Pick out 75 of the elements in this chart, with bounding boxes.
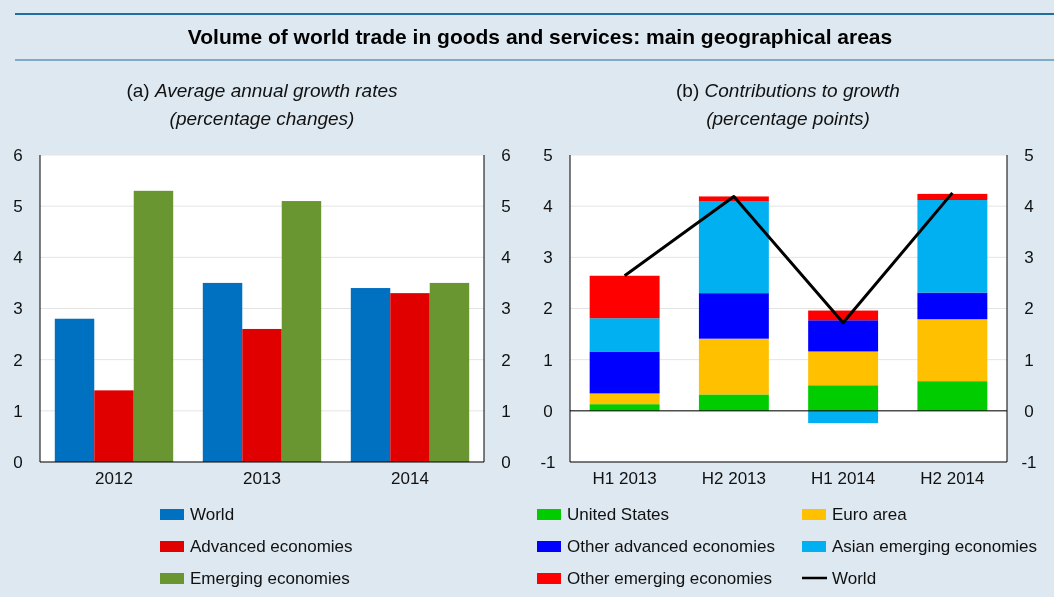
x-tick-label: H1 2013 xyxy=(592,469,657,488)
bar xyxy=(808,385,879,411)
bar xyxy=(917,292,988,320)
x-tick-label: H2 2013 xyxy=(701,469,767,488)
bar xyxy=(429,282,470,462)
chart-subtitle: (b) Contributions to growth (percentage points) xyxy=(676,80,900,129)
bar xyxy=(589,318,660,352)
line-series xyxy=(623,191,954,325)
bar xyxy=(54,318,95,462)
bar xyxy=(202,282,243,462)
y-tick-label: 2 xyxy=(13,350,23,370)
bar xyxy=(808,351,879,386)
y-tick-label: 5 xyxy=(543,145,553,165)
bar xyxy=(589,351,660,394)
legend-label: Asian emerging economies xyxy=(832,536,1038,556)
y2-tick-label: 5 xyxy=(501,197,511,217)
bar xyxy=(133,190,174,462)
x-tick-label: 2014 xyxy=(391,469,429,488)
legend-label: World xyxy=(190,504,235,524)
y-tick-label: 0 xyxy=(543,401,553,421)
y-tick-label: 4 xyxy=(543,197,553,217)
chart-subtitle: (a) Average annual growth rates (percentage changes) xyxy=(126,80,399,129)
legend-label: Euro area xyxy=(832,504,908,524)
y-tick-label: 3 xyxy=(543,248,553,268)
y-tick-label: -1 xyxy=(540,452,556,472)
bar xyxy=(698,394,769,411)
x-tick-label: 2013 xyxy=(243,469,281,488)
bar xyxy=(589,404,660,411)
y-tick-label: 4 xyxy=(13,248,23,268)
legend-label: Other emerging economies xyxy=(567,568,773,588)
legend-label: Other advanced economies xyxy=(567,536,775,556)
bar xyxy=(808,320,879,352)
y2-tick-label: 1 xyxy=(501,401,511,421)
bar xyxy=(917,381,988,411)
y2-tick-label: 6 xyxy=(501,145,511,165)
x-tick-label: H2 2014 xyxy=(920,469,985,488)
bar xyxy=(281,201,322,462)
y2-tick-label: 1 xyxy=(1024,350,1034,370)
bar xyxy=(589,393,660,405)
y-tick-label: 1 xyxy=(13,401,23,421)
y2-tick-label: 5 xyxy=(1024,145,1034,165)
y-tick-label: 3 xyxy=(13,299,23,319)
bar xyxy=(350,288,391,462)
y2-tick-label: 3 xyxy=(501,299,511,319)
text: Volume of world trade in goods and services: main geographical areas xyxy=(187,25,893,48)
y2-tick-label: 2 xyxy=(1024,299,1034,319)
legend-label: United States xyxy=(567,504,670,524)
y2-tick-label: 0 xyxy=(501,452,511,472)
bar xyxy=(917,319,988,382)
y2-tick-label: 4 xyxy=(501,248,511,268)
legend-label: World xyxy=(832,568,877,588)
x-tick-label: H1 2014 xyxy=(810,469,876,488)
legend-label: Advanced economies xyxy=(190,536,353,556)
bar xyxy=(917,193,988,201)
bar xyxy=(917,200,988,293)
y-tick-label: 2 xyxy=(543,299,553,319)
y-tick-label: 0 xyxy=(13,452,23,472)
x-tick-label: 2012 xyxy=(95,469,133,488)
y-tick-label: 5 xyxy=(13,197,23,217)
bar xyxy=(808,410,879,424)
y2-tick-label: 4 xyxy=(1024,197,1034,217)
y2-tick-label: -1 xyxy=(1021,452,1037,472)
legend-label: Emerging economies xyxy=(190,568,350,588)
y2-tick-label: 0 xyxy=(1024,401,1034,421)
y2-tick-label: 2 xyxy=(501,350,511,370)
bar xyxy=(589,275,660,319)
bar xyxy=(698,201,769,294)
bar xyxy=(390,293,430,462)
bar xyxy=(698,293,769,339)
y2-tick-label: 3 xyxy=(1024,248,1034,268)
bar xyxy=(242,328,282,462)
y-tick-label: 1 xyxy=(543,350,553,370)
bar xyxy=(94,390,134,462)
y-tick-label: 6 xyxy=(13,145,23,165)
bar xyxy=(698,338,769,395)
